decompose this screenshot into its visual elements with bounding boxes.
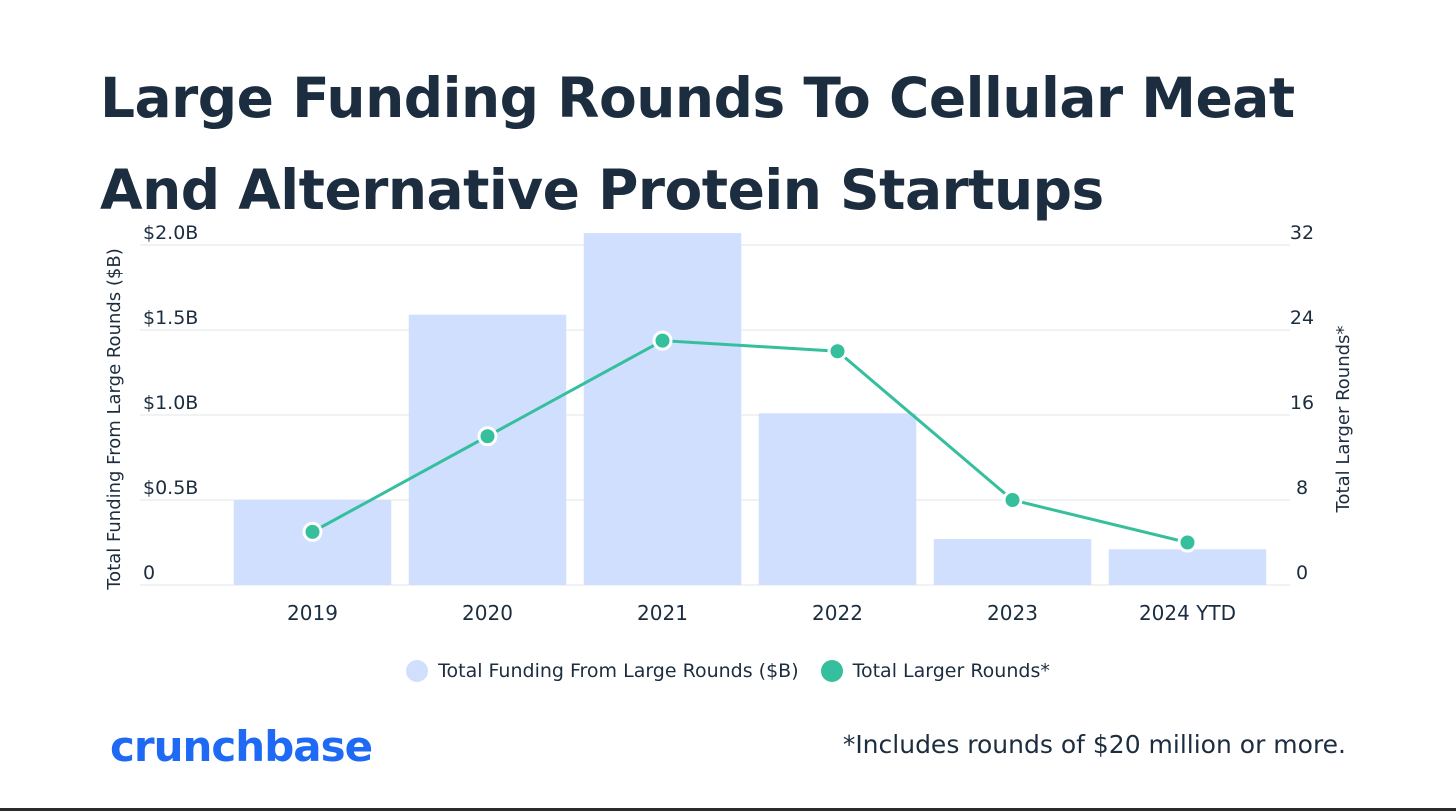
- y-tick-left-0: 0: [143, 562, 155, 584]
- x-tick-2024-ytd: 2024 YTD: [1139, 601, 1236, 625]
- y-tick-left-4: $2.0B: [143, 222, 198, 244]
- y-tick-right-3: 24: [1290, 307, 1314, 329]
- x-axis-ticks: 2019 2020 2021 2022 2023 2024 YTD: [287, 601, 1236, 625]
- x-tick-2022: 2022: [812, 601, 863, 625]
- x-tick-2019: 2019: [287, 601, 338, 625]
- legend-swatch-rounds: [820, 660, 843, 682]
- y-tick-right-4: 32: [1290, 222, 1314, 244]
- x-tick-2021: 2021: [637, 601, 688, 625]
- chart-title: Large Funding Rounds To Cellular Meat An…: [100, 52, 1400, 236]
- line-series: [302, 330, 1198, 553]
- legend-label-funding: Total Funding From Large Rounds ($B): [438, 660, 799, 682]
- point-2021: [652, 330, 673, 351]
- y-tick-left-3: $1.5B: [143, 307, 198, 329]
- y-tick-right-1: 8: [1296, 477, 1308, 499]
- bar-2019: [233, 500, 392, 585]
- y-tick-left-1: $0.5B: [143, 477, 198, 499]
- bottom-rule: [0, 808, 1456, 811]
- legend-label-rounds: Total Larger Rounds*: [852, 660, 1050, 682]
- y-tick-left-2: $1.0B: [143, 392, 198, 414]
- y-axis-title-right: Total Larger Rounds*: [1333, 326, 1354, 514]
- legend-item-rounds: Total Larger Rounds*: [820, 660, 1050, 682]
- legend-item-funding: Total Funding From Large Rounds ($B): [406, 660, 799, 682]
- rounds-line: [311, 339, 1188, 544]
- legend: Total Funding From Large Rounds ($B) Tot…: [0, 660, 1456, 682]
- bar-series: [233, 233, 1267, 585]
- point-2023: [1002, 490, 1023, 510]
- legend-swatch-funding: [406, 660, 429, 682]
- chart-title-line-2: And Alternative Protein Startups: [100, 158, 1104, 222]
- right-axis-ticks: 0 8 16 24 32: [1290, 222, 1314, 584]
- y-tick-right-0: 0: [1296, 562, 1308, 584]
- bar-2020: [408, 314, 567, 585]
- bar-2022: [758, 413, 917, 585]
- bar-2024-ytd: [1108, 549, 1267, 585]
- x-tick-2023: 2023: [987, 601, 1038, 625]
- point-2022: [827, 341, 848, 362]
- footnote: *Includes rounds of $20 million or more.: [842, 730, 1346, 759]
- point-2020: [477, 426, 498, 447]
- point-2019: [302, 521, 323, 542]
- y-axis-title-left: Total Funding From Large Rounds ($B): [104, 248, 125, 591]
- bar-2021: [583, 233, 742, 585]
- left-axis-ticks: 0 $0.5B $1.0B $1.5B $2.0B: [143, 222, 198, 584]
- crunchbase-logo: crunchbase: [110, 722, 373, 771]
- y-tick-right-2: 16: [1290, 392, 1314, 414]
- point-2024-ytd: [1177, 532, 1198, 553]
- x-tick-2020: 2020: [462, 601, 513, 625]
- chart-title-line-1: Large Funding Rounds To Cellular Meat: [100, 66, 1295, 130]
- bar-2023: [933, 539, 1092, 585]
